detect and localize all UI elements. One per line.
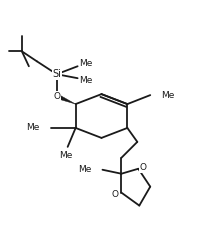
Text: Me: Me [161,91,175,100]
Text: Me: Me [80,59,93,68]
Text: O: O [140,163,147,172]
Text: O: O [53,92,60,101]
Text: O: O [112,190,119,199]
Text: Si: Si [52,69,61,79]
Text: Me: Me [26,123,40,132]
Polygon shape [56,94,76,104]
Text: Me: Me [80,76,93,85]
Text: Me: Me [59,151,72,160]
Text: Me: Me [78,165,92,174]
